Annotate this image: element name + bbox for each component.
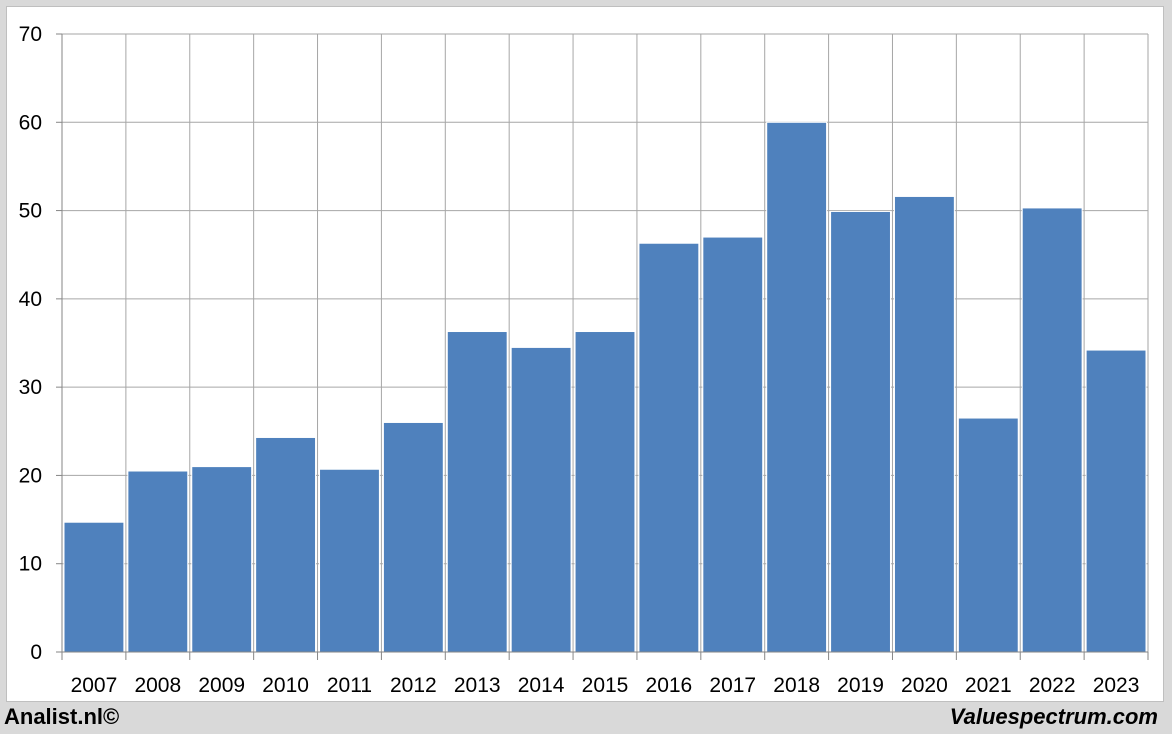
bars (63, 121, 1147, 653)
bar-2023 (1085, 349, 1147, 653)
x-tick-label: 2013 (454, 674, 501, 697)
x-tick-label: 2009 (198, 674, 245, 697)
x-tick-label: 2023 (1093, 674, 1140, 697)
bar-2016 (638, 242, 700, 653)
bar-2012 (382, 421, 444, 653)
x-tick-label: 2016 (646, 674, 693, 697)
tick-labels: 0 10 20 30 40 50 60 70 2007 2008 2009 2010 2011 2012 2… (19, 23, 1140, 697)
bar-2008 (127, 470, 189, 653)
y-tick-label: 40 (19, 288, 42, 311)
x-tick-label: 2020 (901, 674, 948, 697)
x-tick-label: 2022 (1029, 674, 1076, 697)
x-tick-label: 2010 (262, 674, 309, 697)
bar-2022 (1021, 207, 1083, 653)
y-tick-label: 60 (19, 111, 42, 134)
x-tick-label: 2021 (965, 674, 1012, 697)
y-tick-label: 10 (19, 553, 42, 576)
site-label: Valuespectrum.com (949, 704, 1158, 729)
bar-2014 (510, 346, 572, 653)
x-tick-label: 2012 (390, 674, 437, 697)
x-tick-label: 2014 (518, 674, 565, 697)
bar-2007 (63, 521, 125, 653)
bar-2013 (446, 331, 508, 653)
axes (56, 33, 1149, 660)
x-tick-label: 2008 (134, 674, 181, 697)
x-tick-label: 2015 (582, 674, 629, 697)
bar-2019 (830, 210, 891, 653)
bar-2020 (893, 195, 955, 653)
bar-2009 (191, 466, 253, 653)
bar-2010 (255, 436, 317, 653)
bar-2017 (702, 236, 764, 653)
grid-lines (62, 33, 1149, 652)
x-tick-label: 2017 (709, 674, 756, 697)
x-tick-label: 2019 (837, 674, 884, 697)
y-tick-label: 30 (19, 376, 42, 399)
bar-2018 (766, 121, 828, 653)
x-tick-label: 2007 (71, 674, 118, 697)
y-tick-label: 50 (19, 200, 42, 223)
y-tick-label: 0 (30, 641, 42, 664)
y-tick-label: 70 (19, 23, 42, 46)
y-tick-label: 20 (19, 464, 42, 487)
bar-2015 (574, 331, 636, 653)
x-tick-label: 2018 (773, 674, 820, 697)
bar-2011 (319, 468, 380, 653)
source-label: Analist.nl© (4, 704, 120, 729)
x-tick-label: 2011 (327, 674, 372, 697)
bar-2021 (957, 417, 1019, 653)
